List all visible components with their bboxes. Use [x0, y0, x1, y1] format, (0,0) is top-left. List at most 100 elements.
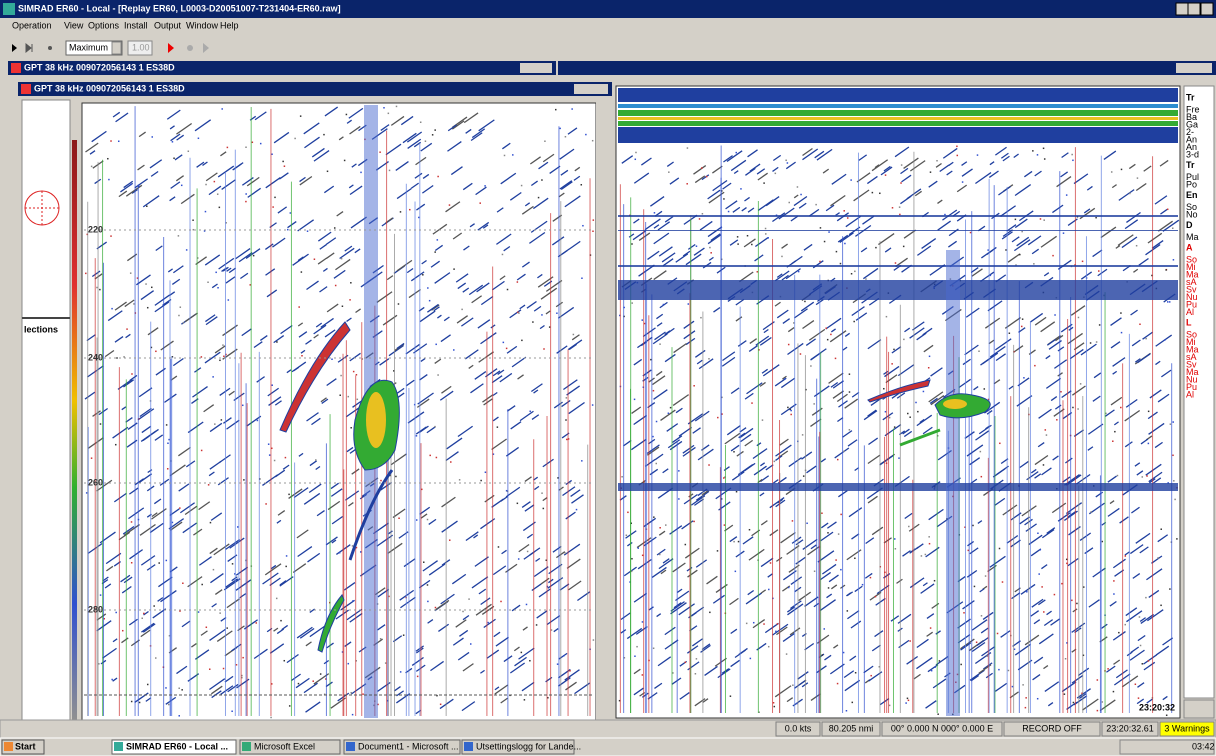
task-button[interactable] [239, 739, 341, 755]
echo-streak [1099, 699, 1116, 712]
echo-streak [420, 358, 426, 362]
menu-item[interactable]: View [64, 20, 84, 30]
task-button[interactable] [111, 739, 237, 755]
layer-band [618, 215, 1178, 217]
echo-speck [379, 638, 382, 640]
forward-icon[interactable] [203, 43, 209, 53]
mode-select[interactable] [65, 40, 123, 56]
echo-streak [461, 317, 474, 327]
menu-item[interactable]: Output [154, 20, 182, 30]
echo-streak [827, 521, 837, 529]
play-icon[interactable] [12, 44, 17, 52]
side-scroll[interactable] [1183, 699, 1215, 719]
echo-streak [305, 701, 321, 713]
echo-speck [259, 142, 262, 145]
step-icon[interactable] [25, 42, 33, 54]
outer-buttons[interactable] [520, 63, 552, 73]
echo-streak [904, 327, 911, 333]
echo-streak [790, 600, 802, 610]
echo-speck [564, 135, 567, 138]
inner-buttons[interactable] [574, 84, 608, 94]
menu-item[interactable]: Help [220, 20, 239, 30]
echo-speck [178, 715, 180, 717]
echo-streak [1107, 475, 1117, 483]
echo-speck [774, 172, 777, 175]
echo-speck [1113, 580, 1115, 582]
echo-streak [434, 358, 442, 364]
echo-speck [987, 398, 990, 401]
echo-streak [722, 182, 732, 190]
task-button[interactable] [343, 739, 461, 755]
menu-item[interactable]: Operation [12, 20, 52, 30]
echo-speck [288, 493, 290, 496]
echo-streak [529, 231, 546, 244]
echo-speck [121, 629, 124, 632]
left-scrollbar[interactable] [596, 100, 610, 720]
echo-streak [730, 659, 740, 668]
echo-streak [693, 247, 705, 256]
echo-streak [281, 624, 289, 631]
depth-label: 280 [88, 604, 103, 614]
echo-streak [220, 151, 227, 157]
menu-item[interactable]: Window [186, 20, 219, 30]
echo-streak [653, 270, 667, 281]
echo-speck [694, 673, 697, 675]
task-button[interactable] [461, 739, 575, 755]
echo-streak [804, 642, 815, 651]
menu-item[interactable]: Options [88, 20, 120, 30]
echo-streak [994, 682, 1008, 692]
echo-speck [828, 231, 830, 233]
echo-streak [462, 287, 470, 293]
echo-streak [499, 372, 513, 383]
echo-speck [207, 281, 209, 284]
echo-streak [296, 626, 313, 639]
select-arrow[interactable] [111, 41, 122, 55]
echo-speck [241, 674, 243, 677]
echo-speck [641, 319, 644, 321]
echo-speck [245, 146, 247, 148]
window-buttons[interactable] [1175, 2, 1214, 16]
echo-speck [333, 227, 336, 229]
echo-streak [346, 119, 352, 124]
echo-speck [1171, 227, 1174, 229]
echo-speck [821, 654, 824, 656]
echo-streak [1132, 573, 1141, 579]
echo-speck [793, 322, 795, 324]
echo-streak [396, 342, 405, 349]
speed-box[interactable] [127, 40, 153, 56]
echo-streak [434, 244, 444, 252]
restore-button[interactable] [1187, 2, 1201, 16]
echo-streak [316, 510, 325, 517]
record-play[interactable] [168, 43, 174, 53]
panel-heading: En [1186, 190, 1198, 200]
menu-item[interactable]: Install [124, 20, 148, 30]
minimize-button[interactable] [1175, 2, 1189, 16]
echo-speck [791, 520, 794, 522]
echo-speck [772, 702, 775, 704]
close-button[interactable] [1200, 2, 1214, 16]
echo-streak [795, 556, 806, 565]
echo-speck [819, 227, 822, 229]
echo-streak [774, 685, 792, 698]
echo-streak [254, 111, 267, 121]
echo-streak [653, 224, 660, 229]
record-dot[interactable] [187, 45, 193, 51]
dot-icon[interactable] [48, 46, 52, 50]
echo-streak [1030, 468, 1037, 474]
echo-streak [551, 236, 565, 246]
echo-speck [294, 137, 296, 140]
echo-speck [781, 255, 783, 258]
echo-streak [693, 165, 707, 175]
echo-streak [326, 303, 339, 313]
echo-streak [457, 282, 467, 290]
echo-speck [687, 303, 690, 305]
echo-streak [208, 185, 222, 196]
echo-streak [410, 182, 420, 189]
right-buttons[interactable] [1176, 63, 1212, 73]
echo-streak [225, 276, 236, 284]
echo-speck [512, 154, 514, 156]
echo-streak [428, 518, 437, 525]
echo-speck [177, 235, 180, 237]
echo-streak [224, 675, 234, 683]
echo-speck [98, 663, 100, 665]
